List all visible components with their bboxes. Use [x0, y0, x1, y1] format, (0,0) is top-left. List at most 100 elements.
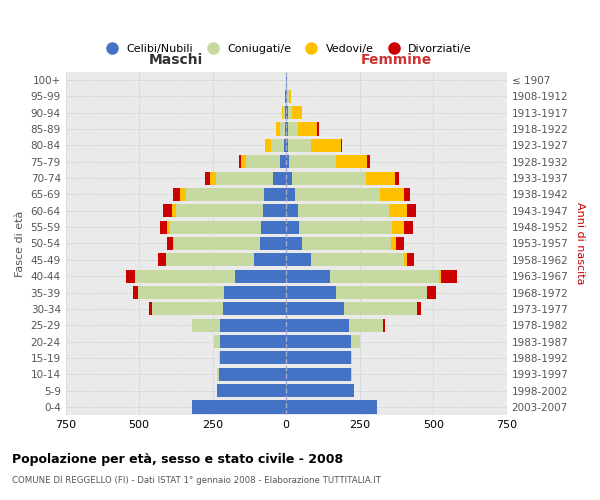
Bar [166, 254, 254, 266]
Bar [286, 155, 289, 168]
Bar [135, 270, 235, 282]
Bar [351, 368, 352, 381]
Bar [392, 220, 404, 234]
Bar [287, 122, 298, 136]
Bar [224, 286, 286, 299]
Bar [138, 286, 224, 299]
Bar [298, 204, 389, 218]
Bar [427, 286, 436, 299]
Bar [282, 106, 283, 119]
Bar [331, 270, 439, 282]
Bar [286, 368, 351, 381]
Bar [286, 335, 351, 348]
Bar [214, 335, 220, 348]
Bar [286, 188, 295, 201]
Bar [286, 106, 287, 119]
Bar [295, 188, 380, 201]
Bar [175, 237, 260, 250]
Bar [186, 188, 264, 201]
Bar [286, 172, 292, 184]
Bar [292, 106, 302, 119]
Bar [439, 270, 440, 282]
Bar [264, 188, 286, 201]
Text: Femmine: Femmine [361, 53, 432, 67]
Bar [160, 220, 167, 234]
Bar [286, 318, 349, 332]
Bar [299, 220, 392, 234]
Bar [217, 384, 286, 397]
Bar [192, 318, 220, 332]
Bar [152, 302, 223, 316]
Text: Popolazione per età, sesso e stato civile - 2008: Popolazione per età, sesso e stato civil… [12, 452, 343, 466]
Bar [280, 155, 286, 168]
Text: Maschi: Maschi [149, 53, 203, 67]
Legend: Celibi/Nubili, Coniugati/e, Vedovi/e, Divorziati/e: Celibi/Nubili, Coniugati/e, Vedovi/e, Di… [96, 40, 476, 58]
Bar [181, 188, 186, 201]
Bar [126, 270, 135, 282]
Bar [336, 155, 367, 168]
Bar [265, 139, 271, 152]
Bar [404, 188, 410, 201]
Bar [336, 286, 427, 299]
Bar [287, 90, 289, 103]
Bar [397, 237, 404, 250]
Bar [286, 302, 344, 316]
Bar [220, 318, 286, 332]
Bar [367, 155, 370, 168]
Bar [344, 302, 417, 316]
Bar [351, 335, 360, 348]
Bar [173, 237, 175, 250]
Bar [286, 254, 311, 266]
Bar [149, 302, 152, 316]
Bar [351, 352, 352, 364]
Bar [404, 220, 413, 234]
Bar [383, 318, 385, 332]
Bar [311, 254, 404, 266]
Bar [286, 384, 354, 397]
Bar [215, 172, 273, 184]
Bar [170, 220, 261, 234]
Bar [286, 352, 351, 364]
Bar [286, 220, 299, 234]
Bar [276, 122, 280, 136]
Bar [133, 286, 138, 299]
Bar [286, 90, 287, 103]
Bar [283, 106, 285, 119]
Bar [289, 90, 292, 103]
Bar [223, 302, 286, 316]
Bar [235, 270, 286, 282]
Bar [284, 139, 286, 152]
Bar [260, 237, 286, 250]
Bar [239, 155, 241, 168]
Bar [286, 204, 298, 218]
Bar [167, 220, 170, 234]
Bar [286, 139, 287, 152]
Bar [287, 139, 311, 152]
Bar [167, 237, 173, 250]
Bar [280, 122, 285, 136]
Bar [417, 302, 421, 316]
Text: COMUNE DI REGGELLO (FI) - Dati ISTAT 1° gennaio 2008 - Elaborazione TUTTITALIA.I: COMUNE DI REGGELLO (FI) - Dati ISTAT 1° … [12, 476, 381, 485]
Bar [192, 400, 286, 413]
Bar [173, 188, 181, 201]
Bar [285, 106, 286, 119]
Bar [311, 139, 341, 152]
Bar [286, 400, 377, 413]
Bar [286, 237, 302, 250]
Bar [176, 204, 263, 218]
Bar [389, 204, 407, 218]
Bar [365, 172, 395, 184]
Bar [261, 220, 286, 234]
Bar [395, 172, 400, 184]
Bar [289, 155, 336, 168]
Bar [349, 318, 383, 332]
Bar [391, 237, 397, 250]
Bar [302, 237, 391, 250]
Bar [271, 139, 284, 152]
Bar [210, 172, 215, 184]
Bar [317, 122, 319, 136]
Bar [220, 335, 286, 348]
Bar [440, 270, 457, 282]
Bar [218, 352, 220, 364]
Bar [263, 204, 286, 218]
